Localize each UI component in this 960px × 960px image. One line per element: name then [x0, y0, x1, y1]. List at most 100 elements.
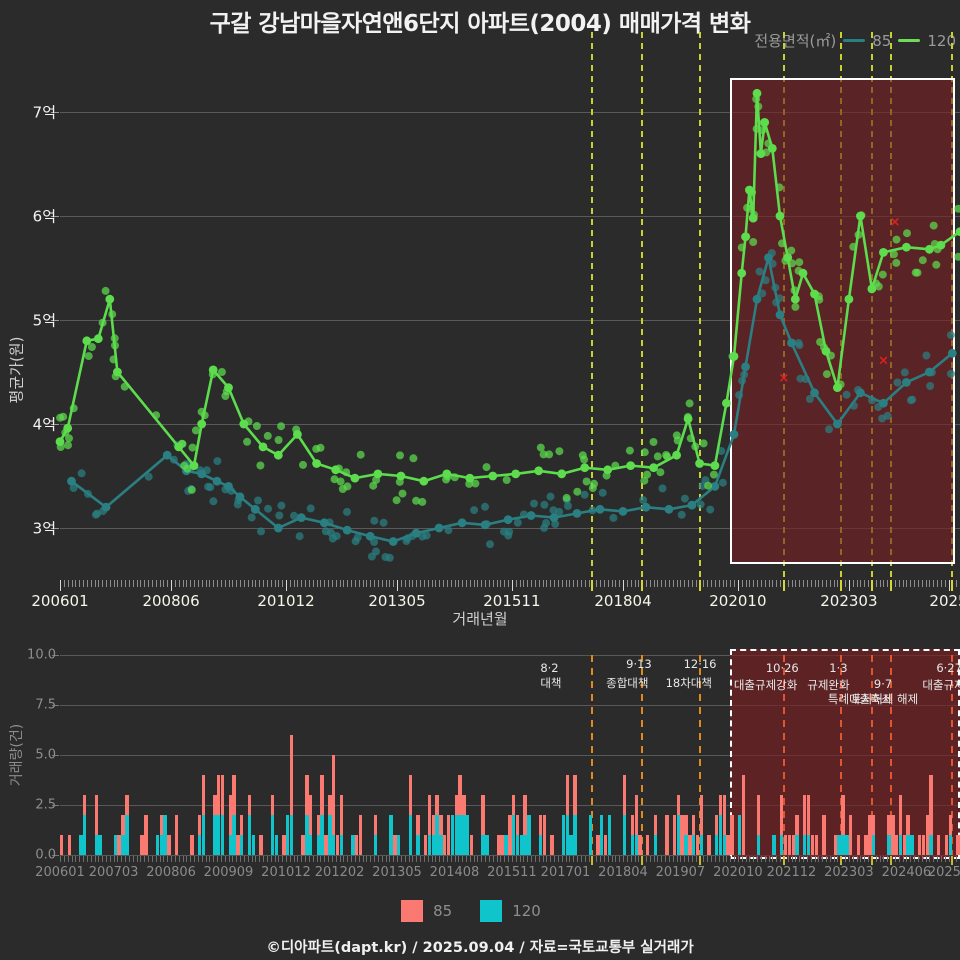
- volume-xtick-minor: [71, 856, 73, 862]
- volume-xtick-minor: [178, 856, 180, 862]
- price-xtick-minor: [178, 580, 180, 587]
- price-xtick-minor: [956, 580, 958, 587]
- volume-xtick-policy: [782, 856, 785, 865]
- price-xtick-minor: [818, 580, 820, 587]
- price-scatter-point: [264, 504, 273, 513]
- price-scatter-point: [718, 478, 727, 487]
- price-xtick-minor: [113, 580, 115, 587]
- price-scatter-point: [677, 510, 686, 519]
- price-xtick-minor: [910, 580, 912, 587]
- volume-bar-120: [220, 815, 225, 855]
- volume-xtick-minor: [707, 856, 709, 862]
- price-line-marker: [465, 473, 475, 483]
- volume-xtick-minor: [757, 856, 758, 862]
- volume-xtick-minor: [343, 856, 345, 862]
- volume-bar-85: [603, 835, 608, 855]
- price-line-marker: [603, 465, 613, 475]
- volume-bar-85: [320, 775, 324, 815]
- volume-xtick-minor: [730, 856, 732, 862]
- volume-bar-85: [921, 835, 926, 855]
- price-line-marker: [162, 450, 172, 460]
- volume-xtick-minor: [439, 856, 441, 862]
- volume-xtick-minor: [473, 856, 475, 862]
- volume-xtick-minor: [508, 856, 510, 862]
- price-xtick-policy: [840, 580, 843, 591]
- volume-xtick-minor: [174, 856, 176, 862]
- price-xtick-minor: [316, 580, 318, 587]
- price-scatter-point: [555, 447, 564, 456]
- price-scatter-point: [243, 437, 252, 446]
- volume-bar-120: [98, 835, 102, 855]
- volume-xtick-minor: [937, 856, 938, 862]
- price-xtick-minor: [860, 580, 862, 587]
- volume-xtick-minor: [171, 856, 173, 862]
- price-scatter-point: [84, 352, 93, 361]
- price-xtick-minor: [240, 580, 241, 587]
- page-title: 구갈 강남마을자연앤6단지 아파트(2004) 매매가격 변화: [209, 11, 751, 37]
- volume-bar-85: [439, 815, 443, 835]
- volume-bar-120: [331, 835, 336, 855]
- price-xtick-minor: [875, 580, 877, 587]
- volume-xtick-minor: [412, 856, 414, 862]
- volume-bar-85: [726, 835, 730, 855]
- volume-bar-85: [316, 815, 321, 835]
- price-line-marker: [293, 430, 302, 439]
- volume-xtick-minor: [144, 856, 146, 862]
- volume-xtick-minor: [940, 856, 942, 862]
- price-xtick-minor: [680, 580, 682, 587]
- price-ytick-label: 7억: [32, 103, 56, 122]
- price-xtick-label: 201012: [257, 592, 315, 610]
- price-xtick-minor: [347, 580, 349, 587]
- volume-bar-85: [672, 815, 677, 855]
- price-xtick-minor: [121, 580, 123, 587]
- price-xtick-minor: [259, 580, 261, 587]
- price-xtick-label: 201804: [594, 592, 652, 610]
- price-xtick-minor: [320, 580, 322, 587]
- volume-bar-120: [408, 815, 412, 855]
- volume-bar-85: [806, 795, 811, 835]
- volume-xtick-minor: [883, 856, 885, 862]
- volume-bar-120: [213, 815, 217, 855]
- volume-bar-85: [864, 835, 868, 855]
- volume-bar-120: [431, 835, 435, 855]
- price-outlier-x-marker: ×: [889, 215, 900, 230]
- price-line-marker: [867, 284, 877, 294]
- volume-xtick-minor: [519, 856, 521, 862]
- volume-xtick-minor: [668, 856, 670, 862]
- volume-bar-85: [741, 775, 746, 855]
- volume-xtick-minor: [550, 856, 552, 862]
- price-xtick-minor: [519, 580, 521, 587]
- volume-bar-85: [665, 815, 669, 855]
- price-xtick-minor: [167, 580, 169, 587]
- volume-bar-85: [500, 835, 504, 855]
- volume-bar-85: [121, 815, 125, 835]
- volume-policy-vline: [698, 655, 701, 855]
- volume-xtick-label: 200601: [35, 865, 85, 880]
- price-scatter-point: [471, 479, 480, 488]
- volume-xtick-minor: [826, 856, 827, 862]
- price-ytick-mark: [51, 216, 59, 217]
- price-xtick-minor: [588, 580, 590, 587]
- volume-bar-85: [676, 795, 681, 815]
- price-xtick-minor: [745, 580, 747, 587]
- price-xtick-minor: [500, 580, 502, 587]
- volume-xtick-label: 202010: [713, 865, 763, 880]
- volume-xtick-minor: [527, 856, 529, 862]
- volume-bar-120: [906, 835, 910, 855]
- price-line-marker: [365, 531, 375, 541]
- volume-xtick-minor: [140, 856, 142, 862]
- price-line-marker: [955, 227, 960, 236]
- volume-xtick-minor: [86, 856, 88, 862]
- volume-xtick-minor: [542, 856, 544, 862]
- volume-bar-120: [837, 835, 841, 855]
- price-scatter-point: [247, 513, 256, 522]
- volume-xtick-minor: [902, 856, 904, 862]
- price-line-marker: [810, 289, 819, 299]
- price-xtick-minor: [462, 580, 464, 587]
- price-line-marker: [925, 244, 934, 254]
- price-scatter-point: [412, 496, 421, 505]
- price-scatter-point: [144, 472, 153, 481]
- volume-bar-85: [691, 815, 696, 835]
- volume-xtick-minor: [113, 856, 115, 862]
- volume-xtick-minor: [523, 856, 525, 862]
